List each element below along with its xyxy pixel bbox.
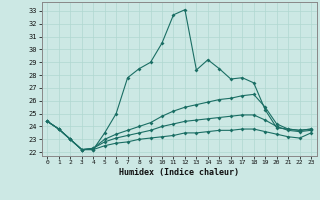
X-axis label: Humidex (Indice chaleur): Humidex (Indice chaleur)	[119, 168, 239, 177]
